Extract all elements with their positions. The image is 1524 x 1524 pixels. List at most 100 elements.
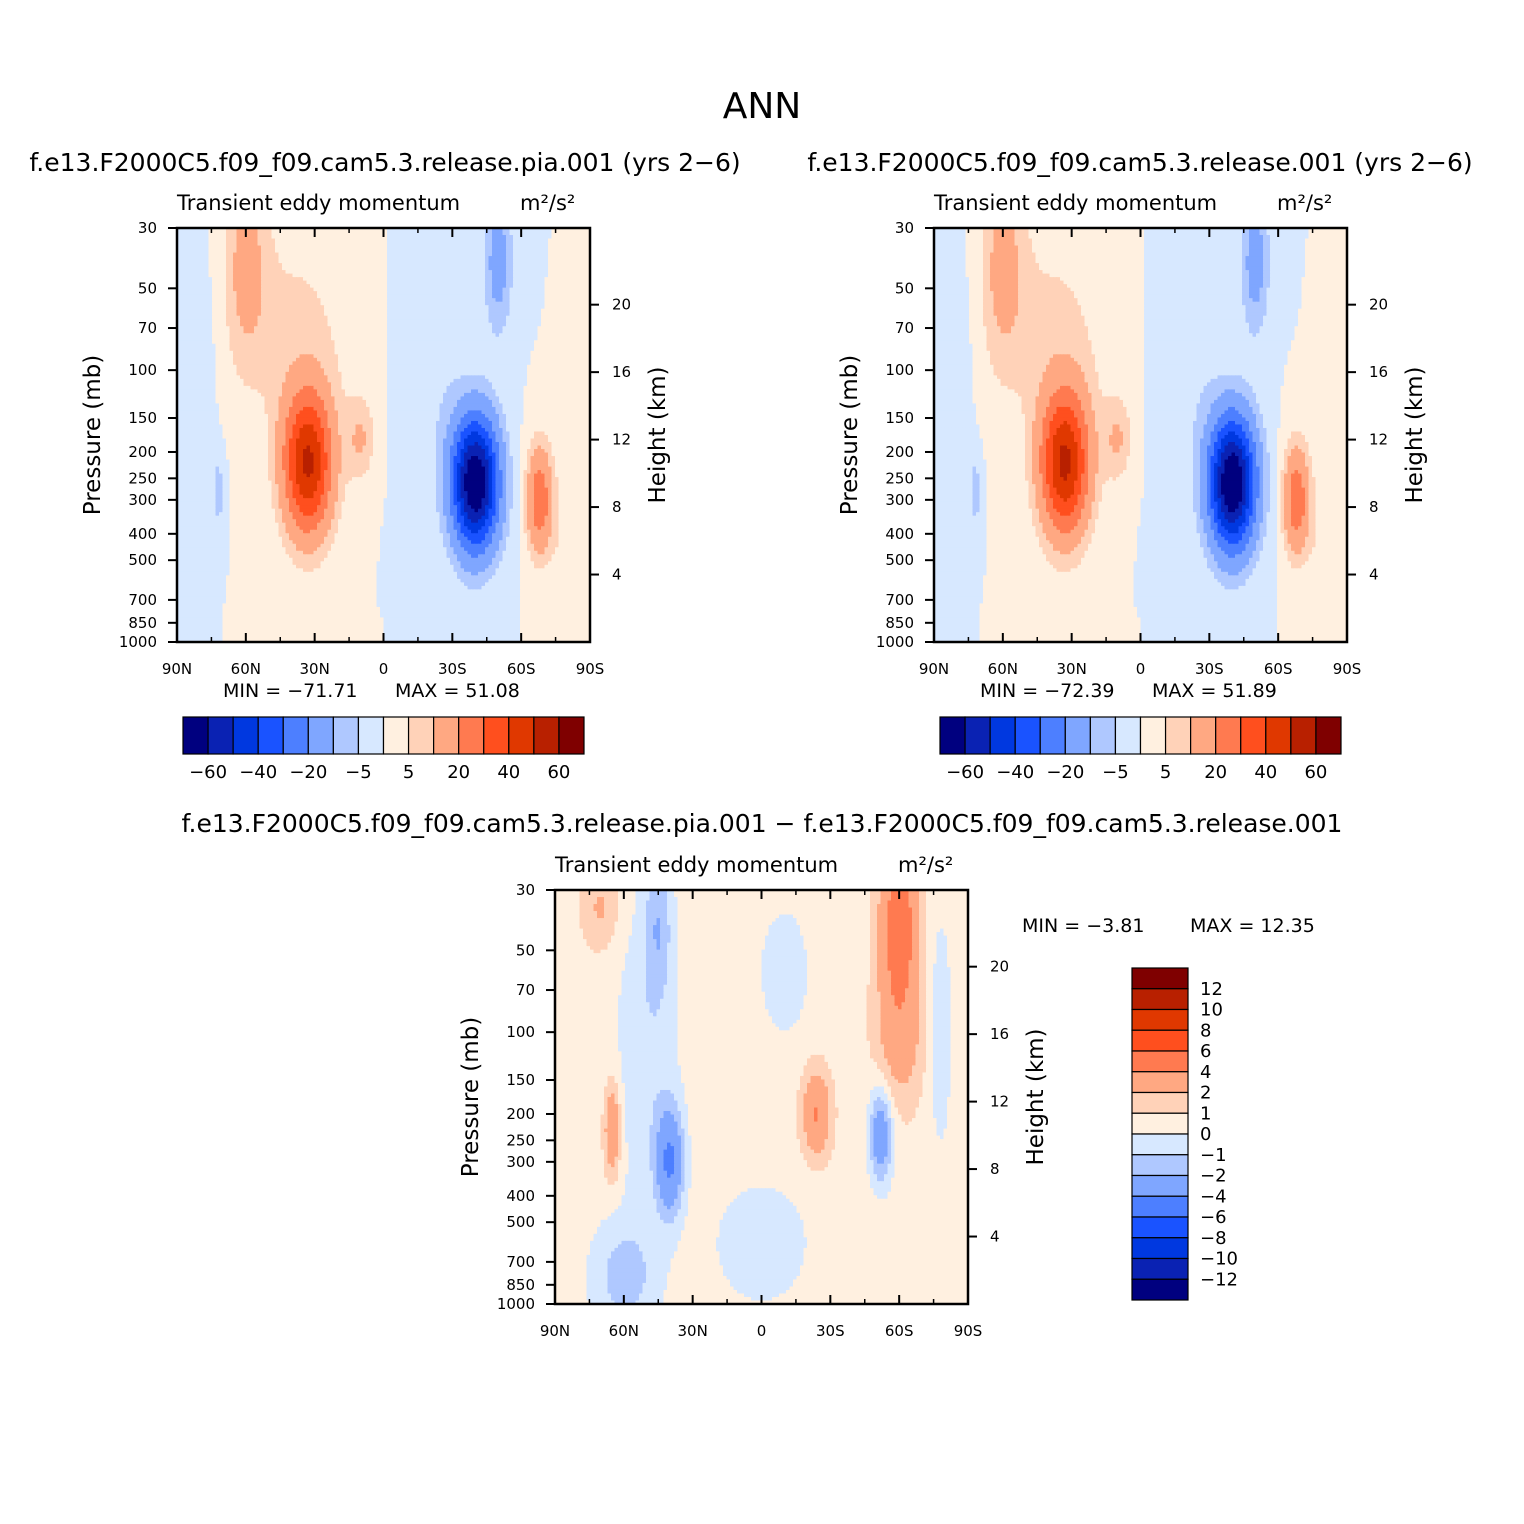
colorbar-box xyxy=(1240,716,1267,755)
axes: 90N 60N 30N 0 30S 60S 90S 30 50 70 100 150 200 250 300… xyxy=(497,881,1009,1340)
y-tick-label: 30 xyxy=(516,881,535,899)
colorbar-box xyxy=(433,716,460,755)
colorbar-box xyxy=(332,716,360,755)
y-tick-label: 50 xyxy=(516,941,535,959)
y-tick-label: 30 xyxy=(895,219,914,237)
x-tick-label: 30N xyxy=(678,1322,708,1340)
min-label: MIN = −3.81 xyxy=(1022,915,1144,937)
colorbar-box xyxy=(1315,716,1342,755)
y-tick-label: 400 xyxy=(128,525,157,543)
colorbar-box xyxy=(1131,1008,1189,1031)
colorbar-box xyxy=(1131,1071,1189,1094)
y-tick-label: 150 xyxy=(885,409,914,427)
colorbar-box xyxy=(1014,716,1041,755)
colorbar-label: 40 xyxy=(497,762,520,783)
max-label: MAX = 51.08 xyxy=(395,680,520,702)
colorbar-label: −6 xyxy=(1200,1207,1227,1228)
colorbar-label: −60 xyxy=(189,762,227,783)
y-tick-label: 400 xyxy=(506,1187,535,1205)
x-tick-label: 0 xyxy=(757,1322,767,1340)
colorbar-label: −5 xyxy=(1102,762,1129,783)
colorbar-box xyxy=(1131,1112,1189,1135)
colorbar-label: 8 xyxy=(1200,1020,1211,1041)
colorbar-label: 0 xyxy=(1200,1124,1211,1145)
colorbar-box xyxy=(1131,1029,1189,1052)
colorbar-box xyxy=(232,716,259,755)
panel-subtitle: Transient eddy momentum xyxy=(933,191,1217,215)
y-tick-label: 200 xyxy=(885,443,914,461)
colorbar-box xyxy=(1131,1154,1189,1177)
panel-control: f.e13.F2000C5.f09_f09.cam5.3.release.001… xyxy=(807,148,1472,702)
colorbar-box xyxy=(1265,716,1292,755)
panel-units: m²/s² xyxy=(898,853,953,877)
contour-field xyxy=(177,228,591,643)
colorbar-box xyxy=(1131,1216,1189,1239)
colorbar-box xyxy=(1114,716,1142,755)
panel-title: f.e13.F2000C5.f09_f09.cam5.3.release.pia… xyxy=(29,148,740,177)
y-tick-label: 150 xyxy=(128,409,157,427)
colorbar-box xyxy=(1039,716,1066,755)
y2-tick-label: 4 xyxy=(612,566,622,584)
y2-tick-label: 20 xyxy=(612,296,631,314)
colorbar-label: −10 xyxy=(1200,1249,1238,1270)
colorbar-label: 5 xyxy=(403,762,414,783)
y-tick-label: 850 xyxy=(128,614,157,632)
y-tick-label: 1000 xyxy=(876,633,914,651)
colorbar-label: −20 xyxy=(1046,762,1084,783)
colorbar-box xyxy=(257,716,284,755)
y-tick-label: 70 xyxy=(138,319,157,337)
colorbar-label: −40 xyxy=(996,762,1034,783)
contour-field xyxy=(555,890,969,1305)
y2-tick-label: 4 xyxy=(1369,566,1379,584)
colorbar-label: 6 xyxy=(1200,1041,1211,1062)
panel-subtitle: Transient eddy momentum xyxy=(176,191,460,215)
min-label: MIN = −72.39 xyxy=(980,680,1115,702)
colorbar-box xyxy=(1131,1050,1189,1073)
y-tick-label: 850 xyxy=(506,1276,535,1294)
x-tick-label: 90N xyxy=(540,1322,570,1340)
colorbar-label: 4 xyxy=(1200,1062,1211,1083)
colorbar-label: −8 xyxy=(1200,1228,1227,1249)
y2-tick-label: 12 xyxy=(990,1093,1009,1111)
x-tick-label: 60S xyxy=(507,660,536,678)
colorbar-box xyxy=(939,716,966,755)
colorbar-label: −20 xyxy=(289,762,327,783)
colorbar-label: −60 xyxy=(946,762,984,783)
colorbar-label: 40 xyxy=(1254,762,1277,783)
colorbar-box xyxy=(282,716,309,755)
colorbar-label: 60 xyxy=(1304,762,1327,783)
y-tick-label: 700 xyxy=(885,591,914,609)
x-tick-label: 90S xyxy=(954,1322,983,1340)
x-tick-label: 30S xyxy=(438,660,467,678)
colorbar-box xyxy=(357,716,385,755)
y2-tick-label: 16 xyxy=(612,363,631,381)
colorbar-box xyxy=(1089,716,1117,755)
y2-tick-label: 12 xyxy=(1369,431,1388,449)
colorbar-label: −2 xyxy=(1200,1166,1227,1187)
colorbar-label: −4 xyxy=(1200,1186,1227,1207)
y-tick-label: 250 xyxy=(128,469,157,487)
y2-axis-label: Height (km) xyxy=(645,366,671,503)
y-tick-label: 30 xyxy=(138,219,157,237)
colorbar-box xyxy=(1131,967,1189,990)
x-tick-label: 30S xyxy=(816,1322,845,1340)
colorbar-label: −5 xyxy=(345,762,372,783)
colorbar-box xyxy=(1215,716,1242,755)
y-tick-label: 500 xyxy=(506,1213,535,1231)
y-tick-label: 850 xyxy=(885,614,914,632)
y-tick-label: 500 xyxy=(128,551,157,569)
y-tick-label: 100 xyxy=(506,1023,535,1041)
y2-tick-label: 20 xyxy=(1369,296,1388,314)
y2-axis-label: Height (km) xyxy=(1402,366,1428,503)
colorbar-box xyxy=(1290,716,1317,755)
axes: 90N 60N 30N 0 30S 60S 90S 30 50 70 100 150 200 250 300… xyxy=(876,219,1388,678)
max-label: MAX = 51.89 xyxy=(1152,680,1277,702)
y-axis-label: Pressure (mb) xyxy=(458,1017,484,1177)
colorbar-box xyxy=(1131,1174,1189,1197)
colorbar-box xyxy=(307,716,334,755)
colorbar-label: 5 xyxy=(1160,762,1171,783)
colorbar: −60 −40 −20 −5 5 20 40 60 xyxy=(939,716,1342,783)
colorbar-box xyxy=(1131,1195,1189,1218)
y2-tick-label: 8 xyxy=(612,498,622,516)
